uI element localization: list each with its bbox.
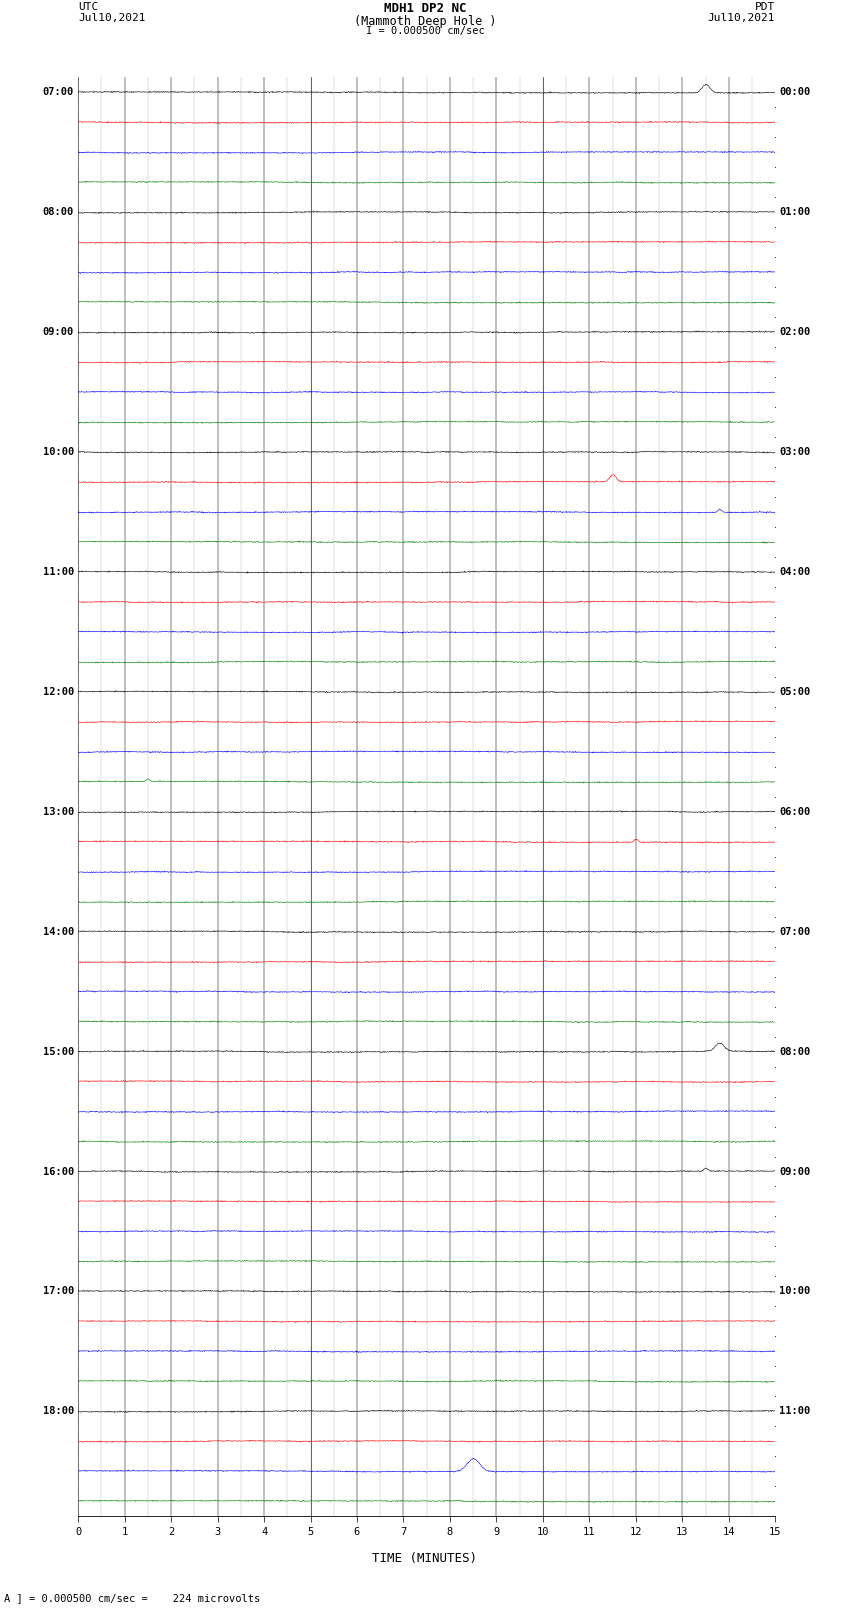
Text: 00:00: 00:00 (779, 87, 811, 97)
Text: 04:00: 04:00 (779, 568, 811, 577)
Text: (Mammoth Deep Hole ): (Mammoth Deep Hole ) (354, 15, 496, 27)
Text: 10:00: 10:00 (42, 447, 74, 456)
Text: 15:00: 15:00 (42, 1047, 74, 1057)
Text: 09:00: 09:00 (42, 327, 74, 337)
Text: 07:00: 07:00 (42, 87, 74, 97)
Text: I = 0.000500 cm/sec: I = 0.000500 cm/sec (366, 26, 484, 35)
Text: 11:00: 11:00 (42, 568, 74, 577)
Text: 05:00: 05:00 (779, 687, 811, 697)
Text: TIME (MINUTES): TIME (MINUTES) (372, 1552, 478, 1565)
Text: 09:00: 09:00 (779, 1166, 811, 1176)
Text: Jul10,2021: Jul10,2021 (78, 13, 145, 23)
Text: 02:00: 02:00 (779, 327, 811, 337)
Text: 08:00: 08:00 (779, 1047, 811, 1057)
Text: 17:00: 17:00 (42, 1287, 74, 1297)
Text: 14:00: 14:00 (42, 927, 74, 937)
Text: 03:00: 03:00 (779, 447, 811, 456)
Text: 06:00: 06:00 (779, 806, 811, 816)
Text: 08:00: 08:00 (42, 208, 74, 218)
Text: A ] = 0.000500 cm/sec =    224 microvolts: A ] = 0.000500 cm/sec = 224 microvolts (4, 1594, 260, 1603)
Text: Jul10,2021: Jul10,2021 (708, 13, 775, 23)
Text: 07:00: 07:00 (779, 927, 811, 937)
Text: UTC: UTC (78, 3, 99, 13)
Text: MDH1 DP2 NC: MDH1 DP2 NC (383, 3, 467, 16)
Text: 16:00: 16:00 (42, 1166, 74, 1176)
Text: 13:00: 13:00 (42, 806, 74, 816)
Text: 12:00: 12:00 (42, 687, 74, 697)
Text: 10:00: 10:00 (779, 1287, 811, 1297)
Text: 11:00: 11:00 (779, 1407, 811, 1416)
Text: PDT: PDT (755, 3, 775, 13)
Text: 18:00: 18:00 (42, 1407, 74, 1416)
Text: 01:00: 01:00 (779, 208, 811, 218)
